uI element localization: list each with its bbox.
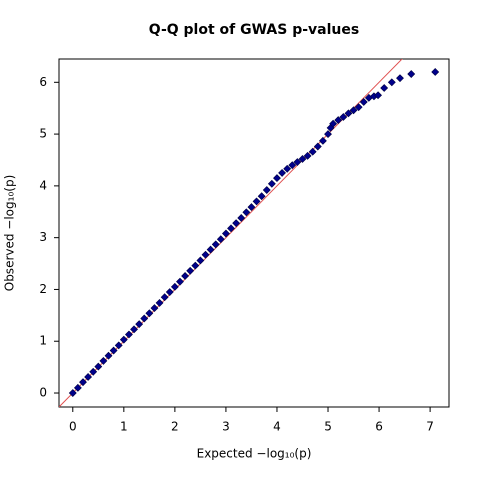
- x-tick-label: 2: [171, 420, 179, 434]
- point: [273, 174, 281, 183]
- x-tick-label: 0: [69, 420, 77, 434]
- point: [380, 84, 389, 92]
- point: [339, 113, 348, 121]
- point: [349, 106, 358, 115]
- point: [344, 109, 353, 118]
- point: [303, 151, 312, 160]
- x-tick-label: 3: [222, 420, 230, 434]
- point: [119, 335, 128, 344]
- point: [298, 155, 307, 163]
- x-tick-label: 6: [375, 420, 383, 434]
- point: [324, 130, 332, 139]
- x-axis-label: Expected −log₁₀(p): [197, 447, 312, 461]
- point: [216, 235, 225, 244]
- point: [140, 314, 149, 323]
- x-tick-label: 1: [120, 420, 128, 434]
- point: [329, 119, 338, 128]
- point: [150, 304, 159, 313]
- point: [160, 293, 169, 302]
- point: [155, 298, 164, 307]
- point: [135, 320, 144, 329]
- point: [176, 277, 184, 286]
- point: [407, 70, 416, 78]
- point: [359, 98, 368, 106]
- y-tick-label: 4: [39, 178, 47, 192]
- y-tick-label: 0: [39, 386, 47, 400]
- point: [288, 161, 297, 170]
- point: [170, 282, 179, 291]
- point: [227, 224, 235, 233]
- point: [109, 346, 118, 355]
- plot-area: [59, 59, 440, 407]
- point: [201, 250, 210, 259]
- point: [73, 383, 82, 392]
- point: [318, 136, 327, 145]
- point: [89, 367, 98, 376]
- point: [313, 142, 322, 151]
- point: [374, 91, 382, 100]
- point: [84, 373, 93, 381]
- point: [267, 179, 276, 188]
- point: [396, 74, 404, 83]
- point: [221, 229, 230, 238]
- point: [186, 266, 195, 275]
- point: [232, 219, 241, 228]
- point: [293, 158, 302, 166]
- y-tick-label: 6: [39, 75, 47, 89]
- x-tick-label: 5: [324, 420, 332, 434]
- point: [211, 240, 220, 249]
- point: [196, 256, 205, 265]
- y-tick-label: 2: [39, 282, 47, 296]
- point: [206, 245, 215, 254]
- y-tick-label: 3: [39, 230, 47, 244]
- point: [165, 288, 174, 296]
- point: [130, 325, 138, 334]
- y-tick-label: 1: [39, 334, 47, 348]
- plot-frame: [58, 58, 450, 408]
- point: [431, 68, 440, 76]
- point: [94, 362, 103, 371]
- chart-title: Q-Q plot of GWAS p-values: [149, 22, 359, 38]
- point: [278, 169, 287, 177]
- point: [308, 147, 317, 156]
- point: [334, 116, 343, 125]
- x-tick-label: 7: [426, 420, 434, 434]
- point: [252, 197, 261, 206]
- point: [242, 208, 251, 217]
- point: [237, 214, 246, 222]
- point: [257, 192, 266, 201]
- y-axis-label: Observed −log₁₀(p): [3, 175, 17, 292]
- x-tick-label: 4: [273, 420, 281, 434]
- point: [125, 330, 133, 339]
- point: [114, 341, 123, 350]
- point: [79, 378, 87, 387]
- y-tick-label: 5: [39, 127, 47, 141]
- point: [104, 351, 113, 360]
- point: [191, 261, 200, 270]
- point: [145, 309, 154, 318]
- point: [262, 186, 271, 194]
- point: [283, 164, 292, 173]
- point: [181, 272, 190, 280]
- point: [68, 389, 77, 397]
- point: [247, 203, 256, 212]
- point: [354, 103, 363, 112]
- point: [99, 356, 108, 365]
- point: [387, 78, 396, 87]
